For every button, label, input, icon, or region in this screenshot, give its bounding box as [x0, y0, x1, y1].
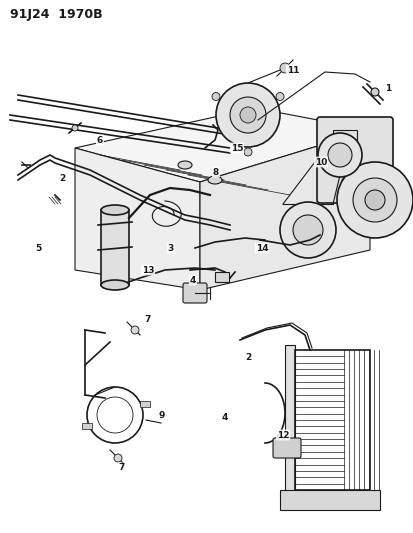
Bar — [140, 401, 150, 407]
Text: 8: 8 — [212, 167, 218, 176]
Polygon shape — [199, 130, 369, 290]
Polygon shape — [75, 108, 369, 182]
Bar — [82, 423, 92, 429]
Text: 7: 7 — [119, 464, 125, 472]
Text: 10: 10 — [314, 157, 326, 166]
Text: 13: 13 — [141, 265, 154, 274]
Text: 2: 2 — [244, 353, 251, 362]
Bar — [279, 490, 379, 510]
Text: 7: 7 — [145, 316, 151, 325]
Circle shape — [131, 326, 139, 334]
Text: 1: 1 — [384, 84, 390, 93]
Bar — [284, 345, 294, 495]
Circle shape — [243, 148, 252, 156]
Text: 5: 5 — [35, 244, 41, 253]
Circle shape — [352, 178, 396, 222]
Circle shape — [364, 190, 384, 210]
Circle shape — [275, 93, 283, 101]
Circle shape — [336, 162, 412, 238]
Circle shape — [72, 125, 78, 131]
Ellipse shape — [207, 176, 221, 184]
Ellipse shape — [101, 280, 129, 290]
Text: 15: 15 — [230, 143, 243, 152]
Text: 91J24  1970B: 91J24 1970B — [10, 8, 102, 21]
Text: 9: 9 — [159, 410, 165, 419]
Bar — [332, 130, 356, 166]
FancyBboxPatch shape — [214, 272, 228, 282]
Ellipse shape — [101, 205, 129, 215]
FancyBboxPatch shape — [183, 283, 206, 303]
FancyBboxPatch shape — [272, 438, 300, 458]
Text: 2: 2 — [59, 174, 65, 182]
FancyBboxPatch shape — [316, 117, 392, 203]
Circle shape — [292, 215, 322, 245]
Bar — [101, 210, 129, 285]
Circle shape — [114, 454, 122, 462]
Text: 4: 4 — [189, 276, 196, 285]
Bar — [294, 350, 369, 490]
Circle shape — [230, 97, 266, 133]
Circle shape — [216, 83, 279, 147]
Text: 14: 14 — [255, 244, 268, 253]
Text: 12: 12 — [276, 431, 289, 440]
Circle shape — [279, 202, 335, 258]
Text: 3: 3 — [167, 244, 174, 253]
Circle shape — [279, 63, 289, 73]
Text: 6: 6 — [97, 135, 103, 144]
Circle shape — [240, 107, 255, 123]
Circle shape — [211, 93, 219, 101]
Polygon shape — [75, 148, 199, 290]
Circle shape — [317, 133, 361, 177]
Text: 4: 4 — [221, 414, 228, 423]
Text: 11: 11 — [286, 66, 299, 75]
Circle shape — [327, 143, 351, 167]
Circle shape — [370, 88, 378, 96]
Ellipse shape — [178, 161, 192, 169]
